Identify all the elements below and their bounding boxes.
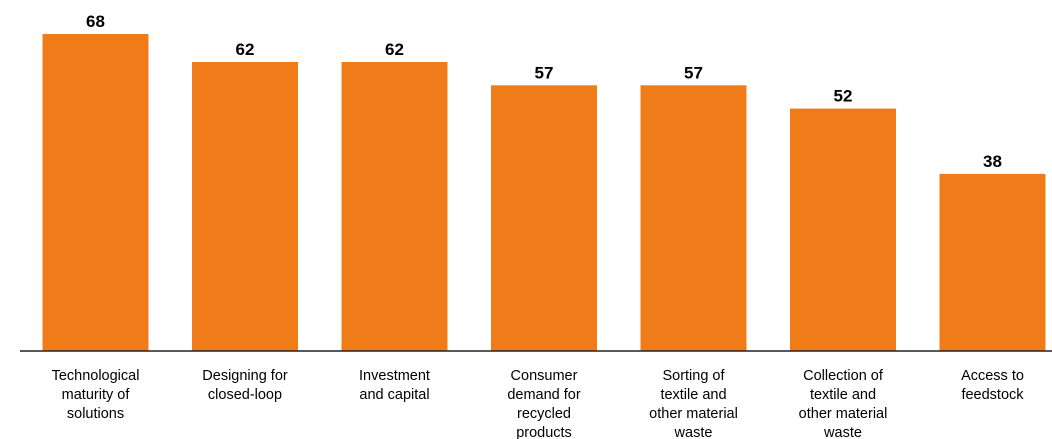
bar-2 xyxy=(192,62,298,351)
category-label-4-line-4: products xyxy=(516,425,572,439)
category-label-6: Collection of textile and other material wa… xyxy=(799,368,888,439)
bars-group xyxy=(42,34,1046,352)
bar-1 xyxy=(42,34,149,351)
category-label-4-line-2: demand for xyxy=(507,387,581,403)
category-label-1-line-1: Technological xyxy=(52,368,140,384)
value-label-4: 57 xyxy=(535,63,554,82)
value-label-3: 62 xyxy=(385,40,404,59)
category-label-2: Designing for closed-loop xyxy=(202,368,288,403)
value-labels-group: 68 62 62 57 57 52 38 xyxy=(86,12,1002,171)
category-label-5-line-3: other material xyxy=(649,406,738,422)
value-label-1: 68 xyxy=(86,12,105,31)
category-label-6-line-1: Collection of xyxy=(803,368,884,384)
category-label-7-line-1: Access to xyxy=(961,368,1024,384)
category-label-6-line-2: textile and xyxy=(810,387,876,403)
category-label-4-line-3: recycled xyxy=(517,406,571,422)
category-label-5-line-2: textile and xyxy=(660,387,726,403)
bar-4 xyxy=(491,85,597,352)
category-labels-group: Technological maturity of solutions Designi… xyxy=(52,368,1025,439)
bar-7 xyxy=(939,173,1046,351)
category-label-6-line-4: waste xyxy=(823,425,862,439)
value-label-7: 38 xyxy=(983,152,1002,171)
category-label-4-line-1: Consumer xyxy=(511,368,578,384)
category-label-5-line-4: waste xyxy=(674,425,713,439)
bar-3 xyxy=(341,62,448,351)
value-label-6: 52 xyxy=(834,87,853,106)
category-label-7: Access to feedstock xyxy=(961,368,1024,403)
category-label-2-line-1: Designing for xyxy=(202,368,288,384)
category-label-6-line-3: other material xyxy=(799,406,888,422)
bar-6 xyxy=(790,108,896,351)
category-label-5: Sorting of textile and other material waste xyxy=(649,368,738,439)
category-label-7-line-2: feedstock xyxy=(961,387,1024,403)
value-label-2: 62 xyxy=(236,40,255,59)
category-label-1-line-3: solutions xyxy=(67,406,124,422)
category-label-5-line-1: Sorting of xyxy=(662,368,725,384)
category-label-3-line-1: Investment xyxy=(359,368,430,384)
category-label-3-line-2: and capital xyxy=(359,387,429,403)
category-label-1: Technological maturity of solutions xyxy=(52,368,140,422)
category-label-1-line-2: maturity of xyxy=(62,387,131,403)
value-label-5: 57 xyxy=(684,63,703,82)
category-label-2-line-2: closed-loop xyxy=(208,387,282,403)
bar-5 xyxy=(640,85,747,352)
category-label-3: Investment and capital xyxy=(359,368,430,403)
category-label-4: Consumer demand for recycled products xyxy=(507,368,581,439)
